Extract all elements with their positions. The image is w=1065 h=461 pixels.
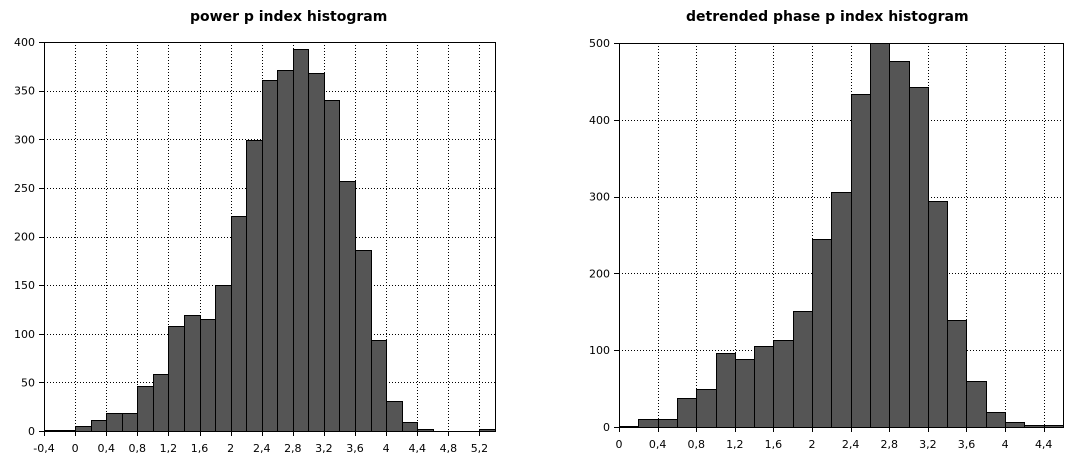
histogram-bar [153,374,169,432]
chart-panel-power: power p index histogram -0,4 0 0,4 0,8 1,2 1,… [0,0,532,461]
histogram-bar [735,359,755,428]
y-tick-label: 250 [14,182,35,195]
histogram-bar [831,192,852,428]
x-tick-label: 1,6 [191,442,209,455]
x-tick-label: 0,4 [649,438,667,451]
x-tick-label: 0 [616,438,623,451]
histogram-bar [889,61,910,428]
histogram-bar [168,326,185,432]
histogram-bar [293,49,309,432]
histogram-phase-svg: 0 0,4 0,8 1,2 1,6 2 2,4 2,8 3,2 3,6 4 4,4 0 100 200 300… [589,37,1064,451]
plot-frame [619,43,1064,428]
x-tick-label: 4 [1002,438,1009,451]
x-tick-label: 0 [72,442,79,455]
chart-title-phase: detrended phase p index histogram [686,9,969,25]
y-tick-label: 0 [28,425,35,438]
x-tick-label: 5,2 [471,442,489,455]
x-tick-label: 1,6 [765,438,783,451]
x-tick-label: 2,8 [284,442,302,455]
histogram-bar [386,401,403,432]
x-tick-label: 3,2 [919,438,937,451]
x-tick-label: 3,2 [315,442,333,455]
histogram-bar [75,426,92,432]
x-tick-label: 2,4 [842,438,860,451]
histogram-bar [677,398,697,428]
histogram-bar [928,201,948,428]
histogram-bar [308,73,325,432]
histogram-bar [215,285,232,432]
histogram-bar [851,94,871,428]
chart-title-power: power p index histogram [190,9,388,25]
y-tick-label: 400 [14,36,35,49]
histogram-bar [966,381,987,428]
histogram-bar [200,319,216,432]
histogram-bar [909,87,929,428]
bars [619,43,1064,428]
histogram-bar [262,80,278,432]
x-tick-label: 0,8 [687,438,705,451]
x-tick-label: 4,4 [408,442,426,455]
histogram-bar [184,315,201,432]
histogram-bar [137,386,154,432]
histogram-bar [277,70,294,432]
x-tick-label: 4,4 [1035,438,1053,451]
histogram-bar [638,419,659,428]
x-tick-label: 3,6 [958,438,976,451]
histogram-bar [246,140,263,432]
histogram-bar [106,413,123,432]
chart-panel-phase: detrended phase p index histogram 0 0,4 0,… [532,0,1065,461]
y-tick-label: 100 [14,328,35,341]
x-tick-label: 3,6 [346,442,364,455]
histogram-bar [402,422,418,432]
x-tick-label: 2 [809,438,816,451]
histogram-bar [122,413,138,432]
histogram-bar [1005,422,1025,428]
histogram-bar [716,353,736,428]
ticks: -0,4 0 0,4 0,8 1,2 1,6 2 2,4 2,8 3,2 3,6 4 4,4 4,8 5,2… [14,36,488,455]
x-tick-label: 4 [383,442,390,455]
histogram-bar [324,100,340,432]
histogram-bar [793,311,813,428]
y-tick-label: 300 [14,133,35,146]
y-tick-label: 350 [14,85,35,98]
y-tick-label: 400 [589,114,610,127]
y-tick-label: 150 [14,279,35,292]
histogram-bar [773,340,794,428]
histogram-bar [812,239,832,428]
y-tick-label: 200 [589,267,610,280]
histogram-bar [91,420,107,432]
x-tick-label: 0,8 [129,442,147,455]
x-tick-label: 2,8 [881,438,899,451]
histogram-bar [986,412,1006,428]
x-tick-label: 1,2 [160,442,178,455]
histogram-bar [658,419,678,428]
histogram-bar [696,389,717,428]
y-tick-label: 100 [589,344,610,357]
histogram-bar [339,181,356,432]
y-tick-label: 500 [589,37,610,50]
x-tick-label: 2 [227,442,234,455]
plot-frame [44,42,496,432]
histogram-bar [371,340,387,432]
histogram-bar [754,346,774,428]
x-tick-label: 4,8 [440,442,458,455]
x-tick-label: 0,4 [97,442,115,455]
histogram-bar [231,216,247,432]
bars [44,49,496,432]
x-tick-label: 2,4 [253,442,271,455]
ticks: 0 0,4 0,8 1,2 1,6 2 2,4 2,8 3,2 3,6 4 4,4 0 100 200 300… [589,37,1052,451]
y-tick-label: 200 [14,231,35,244]
histogram-power-svg: -0,4 0 0,4 0,8 1,2 1,6 2 2,4 2,8 3,2 3,6 4 4,4 4,8 5,2… [14,36,496,455]
histogram-bar [870,43,890,428]
y-tick-label: 0 [603,421,610,434]
y-tick-label: 50 [21,376,35,389]
x-tick-label: 1,2 [726,438,744,451]
histogram-bar [355,250,372,432]
x-tick-label: -0,4 [33,442,54,455]
y-tick-label: 300 [589,191,610,204]
histogram-bar [947,320,967,428]
